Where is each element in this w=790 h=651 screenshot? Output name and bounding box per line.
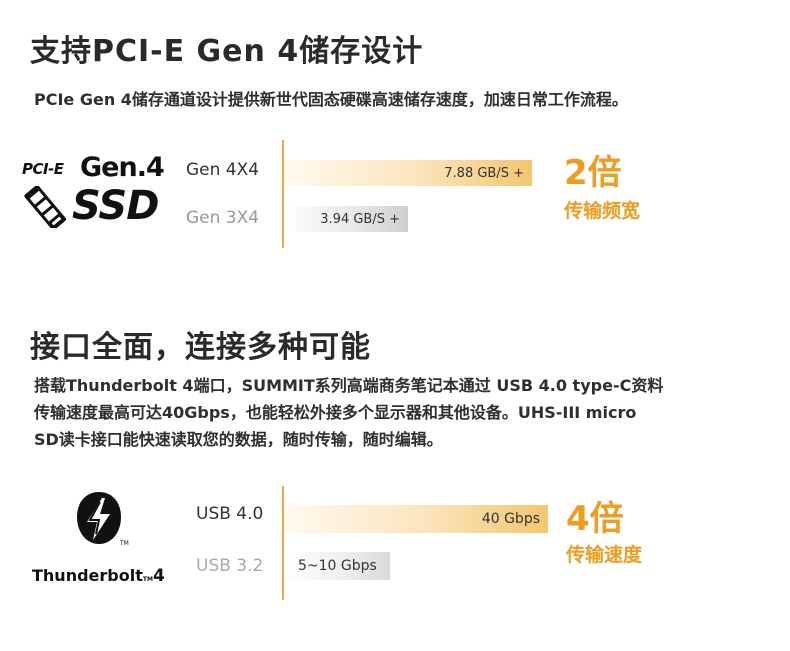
thunderbolt-number: 4 [152, 566, 165, 586]
chart1-row1-bar: 7.88 GB/S + [284, 160, 532, 186]
section1-title: 支持PCI-E Gen 4储存设计 [30, 34, 424, 69]
chart2-row1-label: USB 4.0 [196, 504, 264, 524]
chart2-row1-bar: 40 Gbps [284, 505, 548, 533]
chart1-row2-label: Gen 3X4 [186, 208, 260, 228]
section1-highlight-sub: 传输频宽 [564, 200, 641, 222]
section2-desc-line: SD读卡接口能快速读取您的数据，随时传输，随时编辑。 [34, 430, 443, 449]
thunderbolt-tm: TM [142, 576, 153, 583]
section2-description: 搭载Thunderbolt 4端口，SUMMIT系列高端商务笔记本通过 USB … [34, 372, 774, 453]
chart2-row1-value: 40 Gbps [481, 511, 540, 527]
logo-ssd-text: SSD [72, 183, 159, 229]
section2-desc-line: 传输速度最高可达40Gbps，也能轻松外接多个显示器和其他设备。UHS-III … [34, 403, 637, 422]
thunderbolt-icon-tm: TM [120, 540, 129, 547]
section2-title: 接口全面，连接多种可能 [30, 330, 371, 365]
section2-highlight-sub: 传输速度 [566, 544, 643, 566]
chart1-row1-value: 7.88 GB/S + [444, 165, 524, 181]
logo-pcie-text: PCI-E [22, 160, 64, 178]
chart1-row2-bar: 3.94 GB/S + [284, 206, 408, 232]
section2-desc-line: 搭载Thunderbolt 4端口，SUMMIT系列高端商务笔记本通过 USB … [34, 376, 664, 395]
thunderbolt-4-logo: TM ThunderboltTM4 [26, 490, 176, 590]
thunderbolt-bolt-icon [77, 492, 121, 544]
pcie-gen4-ssd-logo: PCI-E Gen.4 SSD [20, 152, 170, 232]
logo-gen4-text: Gen.4 [80, 152, 165, 183]
chart1-row2-value: 3.94 GB/S + [320, 211, 400, 227]
chart2-row2-value: 5~10 Gbps [298, 558, 377, 574]
chart1-axis [282, 140, 284, 248]
chart2-row2-label: USB 3.2 [196, 556, 264, 576]
section1-highlight-big: 2倍 [564, 153, 622, 193]
section2-highlight-big: 4倍 [566, 499, 624, 539]
chart2-row2-bar: 5~10 Gbps [284, 552, 390, 580]
section1-description: PCIe Gen 4储存通道设计提供新世代固态硬碟高速储存速度，加速日常工作流程… [34, 90, 628, 109]
chart2-axis [282, 486, 284, 600]
thunderbolt-text: Thunderbolt [32, 566, 143, 585]
thunderbolt-wordmark: ThunderboltTM4 [32, 566, 165, 586]
chart1-row1-label: Gen 4X4 [186, 160, 260, 180]
ssd-chip-icon [24, 186, 67, 228]
